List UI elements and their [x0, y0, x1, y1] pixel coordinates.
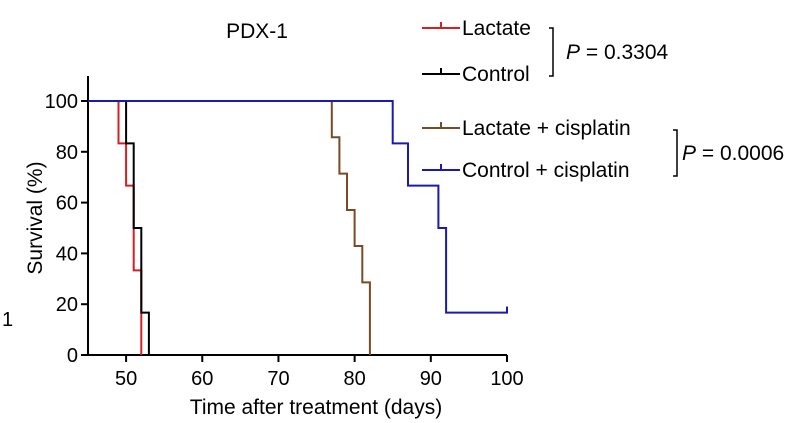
y-tick-label: 40: [56, 243, 78, 265]
x-axis-label: Time after treatment (days): [190, 396, 442, 419]
chart-title: PDX-1: [226, 20, 288, 43]
series-line-control: [88, 100, 150, 355]
legend-label-lactate-cisplatin: Lactate + cisplatin: [462, 117, 631, 140]
legend-label-lactate: Lactate: [462, 17, 531, 40]
series-line-lactate: [88, 100, 143, 355]
x-tick-label: 90: [420, 368, 442, 390]
legend: Lactate Control Lactate + cisplatin Control…: [422, 17, 784, 182]
y-tick-label: 100: [45, 91, 78, 113]
series-layer: [88, 100, 508, 355]
x-tick-label: 70: [267, 368, 289, 390]
p-value-label: P = 0.3304: [566, 41, 668, 64]
y-tick-label: 80: [56, 142, 78, 164]
legend-label-control-cisplatin: Control + cisplatin: [462, 159, 630, 182]
series-line-control-cisplatin: [88, 100, 507, 314]
y-tick-label: 60: [56, 193, 78, 215]
p-value-bracket-untreated: [549, 27, 554, 77]
p-value-bracket-cisplatin: [673, 129, 678, 177]
x-tick-label: 80: [344, 368, 366, 390]
chart-axes: 0 20 40 60 80 100 50 60 70 80 90 100: [45, 76, 524, 390]
edge-panel-mark: 1: [2, 309, 13, 331]
x-tick-label: 60: [191, 368, 213, 390]
series-line-lactate-cisplatin: [88, 100, 371, 355]
y-tick-label: 20: [56, 294, 78, 316]
x-tick-label: 50: [115, 368, 137, 390]
y-axis-label: Survival (%): [24, 161, 47, 274]
y-tick-label: 0: [67, 345, 78, 367]
x-tick-label: 100: [490, 368, 523, 390]
legend-label-control: Control: [462, 63, 530, 86]
p-value-label: P = 0.0006: [682, 142, 784, 165]
